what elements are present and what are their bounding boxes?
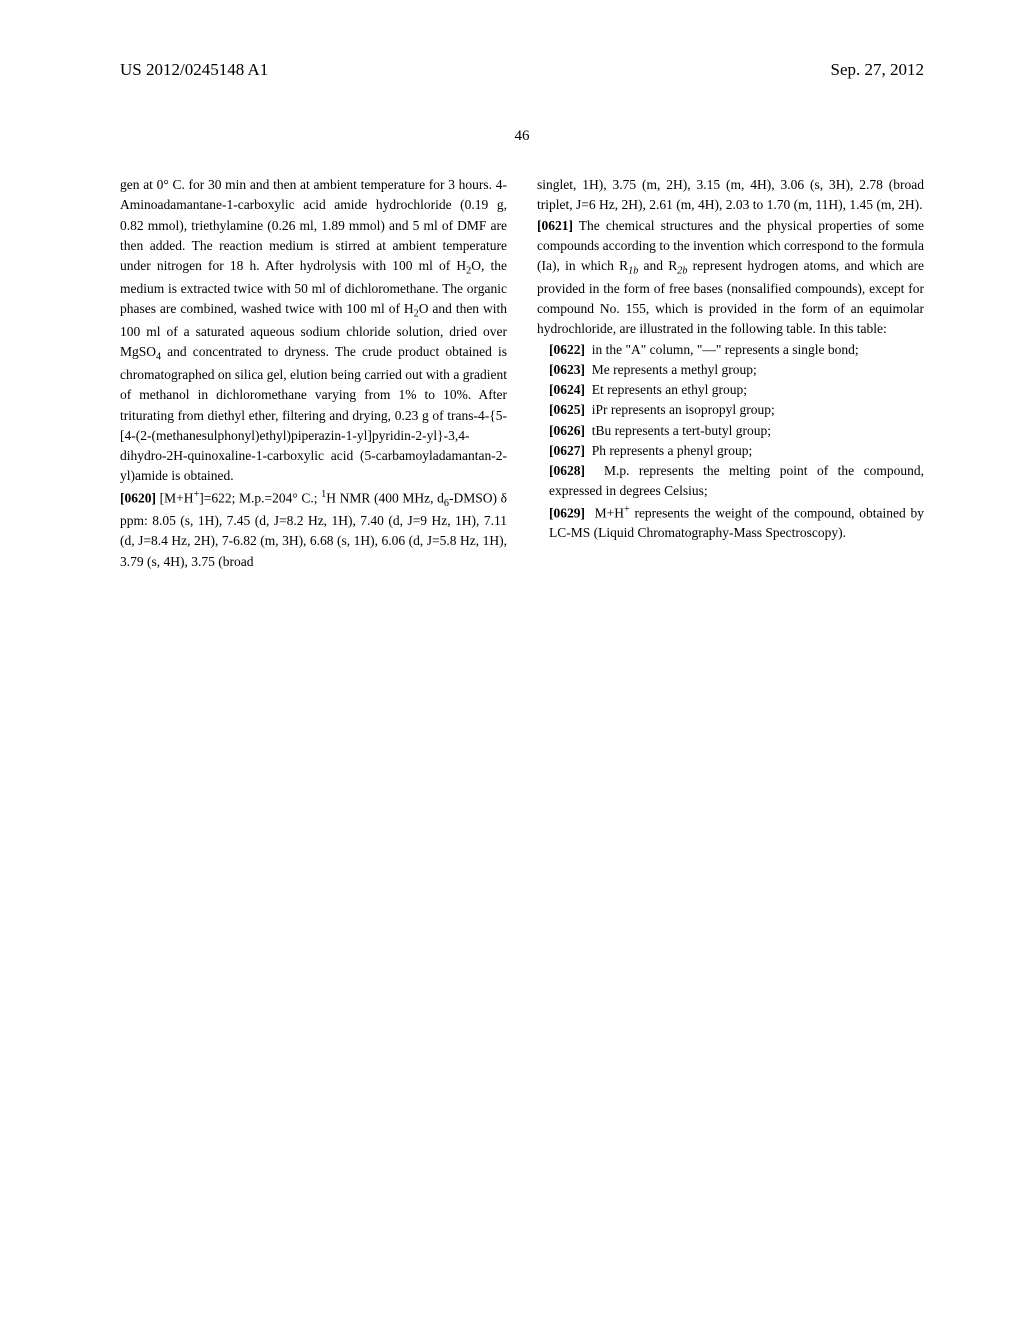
right-para-1: singlet, 1H), 3.75 (m, 2H), 3.15 (m, 4H)… <box>537 175 924 216</box>
left-column: gen at 0° C. for 30 min and then at ambi… <box>120 175 507 572</box>
left-para-1: gen at 0° C. for 30 min and then at ambi… <box>120 175 507 487</box>
content-columns: gen at 0° C. for 30 min and then at ambi… <box>120 175 924 572</box>
list-item: [0625] iPr represents an isopropyl group… <box>537 400 924 420</box>
list-item: [0623] Me represents a methyl group; <box>537 360 924 380</box>
right-para-2: [0621] The chemical structures and the p… <box>537 216 924 340</box>
header-right: Sep. 27, 2012 <box>831 60 925 80</box>
right-column: singlet, 1H), 3.75 (m, 2H), 3.15 (m, 4H)… <box>537 175 924 572</box>
list-item: [0626] tBu represents a tert-butyl group… <box>537 421 924 441</box>
left-para-2: [0620] [M+H+]=622; M.p.=204° C.; 1H NMR … <box>120 487 507 572</box>
page-header: US 2012/0245148 A1 Sep. 27, 2012 <box>120 60 924 80</box>
list-item: [0627] Ph represents a phenyl group; <box>537 441 924 461</box>
list-item: [0624] Et represents an ethyl group; <box>537 380 924 400</box>
header-left: US 2012/0245148 A1 <box>120 60 268 80</box>
list-item-9: [0629] M+H+ represents the weight of the… <box>537 502 924 544</box>
list-item: [0622] in the "A" column, "—" represents… <box>537 340 924 360</box>
list-item: [0628] M.p. represents the melting point… <box>537 461 924 502</box>
page-number: 46 <box>120 128 924 145</box>
